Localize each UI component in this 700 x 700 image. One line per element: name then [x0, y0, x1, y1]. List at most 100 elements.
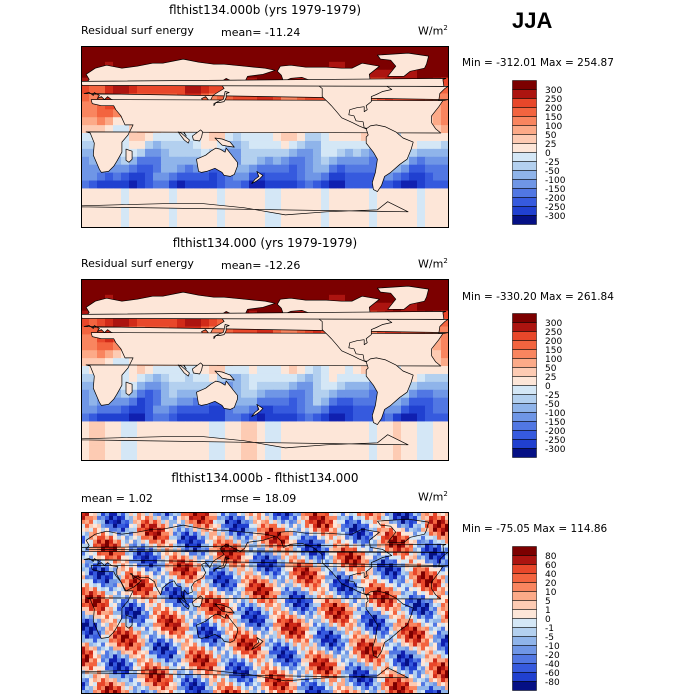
- map-cell-415: [269, 527, 274, 533]
- map-cell-698: [145, 164, 154, 174]
- map-cell-2535: [285, 618, 290, 624]
- map-cell-639: [409, 148, 418, 158]
- map-cell-2578: [89, 622, 94, 628]
- map-cell-790: [145, 413, 154, 422]
- map-cell-662: [153, 539, 158, 545]
- map-cell-410: [249, 527, 254, 533]
- map-cell-246: [329, 519, 334, 525]
- map-cell-2517: [213, 618, 218, 624]
- map-cell-675: [205, 539, 210, 545]
- map-cell-370: [97, 342, 106, 351]
- map-cell-517: [169, 366, 178, 375]
- map-cell-598: [81, 381, 90, 391]
- map-cell-222: [233, 519, 238, 525]
- map-cell-1022: [121, 555, 126, 560]
- map-cell-2430: [233, 614, 238, 620]
- map-cell-632: [353, 148, 362, 158]
- map-cell-49: [105, 286, 114, 296]
- map-cell-136: [257, 515, 262, 521]
- map-cell-339: [333, 523, 338, 529]
- map-cell-1009: [425, 212, 434, 221]
- map-cell-2387: [429, 610, 434, 616]
- map-cell-552: [81, 140, 90, 150]
- map-cell-538: [337, 366, 346, 375]
- map-cell-2217: [117, 606, 122, 612]
- map-cell-1693: [229, 583, 234, 588]
- coastline-newzealand: [251, 404, 264, 417]
- map-cell-957: [229, 551, 234, 556]
- map-cell-34: [353, 46, 362, 55]
- map-cell-2263: [301, 606, 306, 612]
- map-cell-1146: [249, 559, 254, 564]
- map-cell-323: [269, 523, 274, 529]
- map-cell-412: [257, 527, 262, 533]
- map-cell-1843: [93, 591, 98, 596]
- map-cell-1828: [401, 587, 406, 592]
- map-cell-2596: [161, 622, 166, 628]
- map-cell-1644: [401, 579, 406, 584]
- map-cell-2658: [409, 622, 414, 628]
- map-cell-1990: [313, 595, 318, 600]
- map-cell-817: [405, 543, 410, 549]
- map-cell-305: [197, 523, 202, 529]
- map-cell-1861: [165, 591, 170, 596]
- map-cell-1973: [245, 595, 250, 600]
- map-cell-2058: [217, 599, 222, 604]
- map-cell-663: [233, 389, 242, 399]
- map-cell-576: [273, 140, 282, 150]
- map-cell-230: [265, 519, 270, 525]
- map-cell-860: [337, 188, 346, 197]
- map-cell-622: [273, 381, 282, 391]
- map-cell-551: [441, 133, 449, 142]
- map-cell-2586: [121, 622, 126, 628]
- map-cell-235: [285, 519, 290, 525]
- map-cell-1530: [313, 575, 318, 580]
- map-cell-794: [313, 543, 318, 549]
- map-cell-2175: [317, 603, 322, 608]
- map-cell-569: [149, 535, 154, 541]
- map-cell-1418: [233, 571, 238, 576]
- map-cell-236: [289, 519, 294, 525]
- map-cell-2464: [369, 614, 374, 620]
- map-cell-1107: [93, 559, 98, 564]
- map-cell-1447: [349, 571, 354, 576]
- map-cell-1171: [349, 559, 354, 564]
- map-cell-628: [321, 148, 330, 158]
- map-cell-2265: [309, 606, 314, 612]
- map-cell-833: [121, 421, 130, 430]
- map-cell-2300: [81, 610, 86, 616]
- map-cell-681: [229, 539, 234, 545]
- map-cell-1419: [237, 571, 242, 576]
- colorbar-svg: 30025020015010050250-25-50-100-150-200-2…: [512, 80, 566, 225]
- map-cell-2080: [305, 599, 310, 604]
- map-cell-2272: [337, 606, 342, 612]
- map-cell-740: [97, 543, 102, 549]
- map-cell-11: [169, 46, 178, 55]
- map-cell-879: [285, 547, 290, 552]
- map-cell-970: [113, 212, 122, 221]
- map-cell-1661: [101, 583, 106, 588]
- map-cell-608: [305, 535, 310, 541]
- map-cell-996: [321, 445, 330, 454]
- map-cell-38: [385, 46, 394, 55]
- map-cell-2244: [225, 606, 230, 612]
- map-cell-791: [153, 413, 162, 422]
- map-cell-971: [285, 551, 290, 556]
- map-cell-676: [337, 389, 346, 399]
- map-cell-129: [377, 294, 386, 304]
- map-cell-1016: [113, 220, 122, 228]
- map-cell-965: [441, 437, 449, 446]
- map-cell-2228: [161, 606, 166, 612]
- map-cell-231: [89, 318, 98, 327]
- map-cell-1720: [337, 583, 342, 588]
- map-cell-2210: [89, 606, 94, 612]
- map-cell-19: [233, 46, 242, 55]
- map-cell-8: [145, 46, 154, 55]
- map-cell-2440: [273, 614, 278, 620]
- map-cell-2514: [201, 618, 206, 624]
- map-cell-417: [277, 527, 282, 533]
- map-cell-1377: [437, 567, 442, 572]
- map-cell-52: [129, 286, 138, 296]
- map-cell-581: [313, 140, 322, 150]
- map-cell-2255: [269, 606, 274, 612]
